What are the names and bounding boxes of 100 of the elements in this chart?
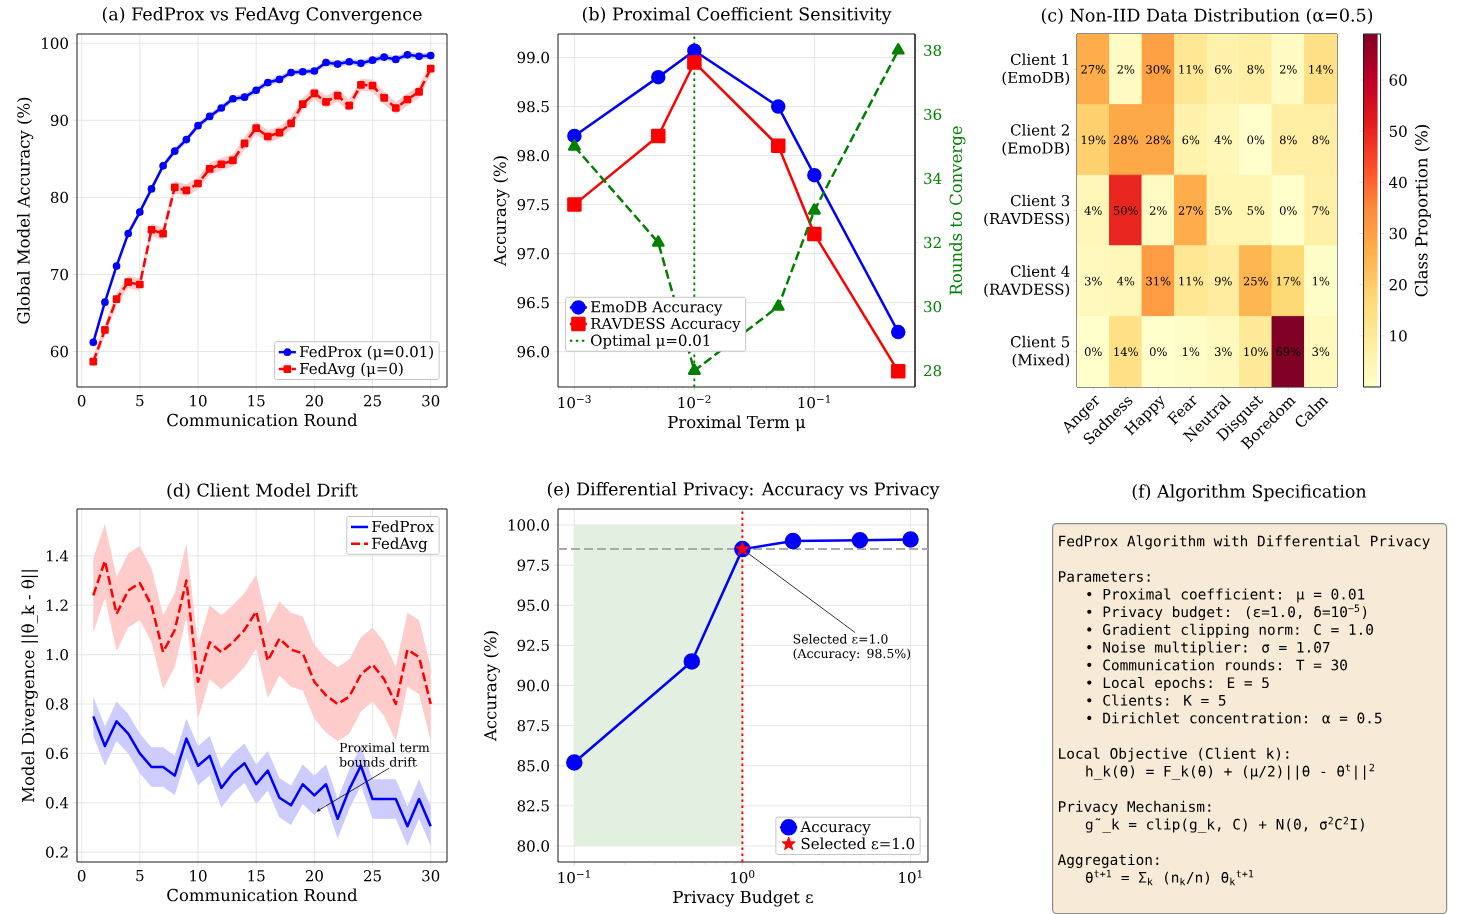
x-tick-label: 10$^{−3}$ xyxy=(558,395,591,409)
y2-tick-label: 38 xyxy=(924,44,942,57)
data-label: 3% xyxy=(1312,347,1330,357)
legend-label: FedProx xyxy=(372,520,434,533)
y2-tick-label: 34 xyxy=(924,172,942,185)
y-tick-label: Client 2 (EmoDB) xyxy=(1002,124,1070,156)
y-tick-label: 0.4 xyxy=(46,797,69,809)
y-tick-label: 80.0 xyxy=(517,840,549,852)
chart-title: (b) Proximal Coefficient Sensitivity xyxy=(582,7,892,25)
y-tick-label: 98.5 xyxy=(517,100,549,113)
x-tick-label: 15 xyxy=(248,395,265,407)
ref-line-label: Optimal μ=0.01 xyxy=(591,334,710,349)
data-label: 4% xyxy=(1214,135,1232,145)
text: • Privacy budget: (ε=1.0, δ=10$^{−5}$) xyxy=(1087,604,1367,621)
data-label: 9% xyxy=(1214,276,1232,286)
data-label: 2% xyxy=(1149,206,1167,215)
annotation: Selected ε=1.0 (Accuracy: 98.5%) xyxy=(793,633,911,661)
x-tick-label: 25 xyxy=(364,395,381,407)
x-tick-label: 20 xyxy=(305,870,323,882)
data-label: 4% xyxy=(1117,276,1135,286)
color-bar-label: 40 xyxy=(1389,176,1407,189)
x-tick-label: 10 xyxy=(190,395,207,407)
y2-axis-title: Rounds to Converge xyxy=(949,126,966,295)
y-tick-label: 0.2 xyxy=(46,846,68,858)
y-tick-label: 1.0 xyxy=(46,648,68,661)
legend-label: EmoDB Accuracy xyxy=(591,301,723,316)
y-tick-label: 97.0 xyxy=(517,247,549,260)
y-tick-label: 97.5 xyxy=(517,198,549,211)
data-label: 8% xyxy=(1279,135,1297,145)
y-axis-title: Accuracy (%) xyxy=(493,156,510,267)
y-tick-label: 80 xyxy=(50,191,68,204)
data-label: 2% xyxy=(1117,64,1135,74)
x-tick-label: 5 xyxy=(136,870,144,882)
data-label: 0% xyxy=(1247,135,1265,145)
y-tick-label: 1.2 xyxy=(46,599,68,611)
y-tick-label: Client 3 (RAVDESS) xyxy=(984,194,1070,227)
data-label: 50% xyxy=(1113,206,1138,215)
data-label: 4% xyxy=(1084,206,1102,215)
text: (f) Algorithm Specification xyxy=(1132,484,1367,502)
color-bar-label: 20 xyxy=(1389,279,1407,291)
data-label: 30% xyxy=(1146,64,1171,74)
data-label: 0% xyxy=(1279,206,1297,215)
text: • Proximal coefficient: μ = 0.01 xyxy=(1087,588,1365,603)
data-label: 0% xyxy=(1084,347,1102,357)
text: Privacy Mechanism: xyxy=(1058,800,1211,815)
data-label: 10% xyxy=(1244,347,1268,357)
text: • Communication rounds: T = 30 xyxy=(1087,659,1347,671)
legend-label: Accuracy xyxy=(800,821,871,836)
y-tick-label: 70 xyxy=(51,268,68,281)
data-label: 31% xyxy=(1146,276,1171,286)
x-axis-title: Privacy Budget ε xyxy=(673,890,813,907)
data-label: 6% xyxy=(1182,135,1200,145)
x-axis-title: Communication Round xyxy=(167,413,358,427)
x-tick-label: 10 xyxy=(190,870,207,882)
color-bar-title: Class Proportion (%) xyxy=(1414,125,1431,297)
chart-title: (d) Client Model Drift xyxy=(167,483,358,500)
x-tick-label: 20 xyxy=(305,395,323,407)
y-tick-label: 90 xyxy=(50,114,68,126)
legend-label: FedAvg (μ=0) xyxy=(299,362,403,378)
text: Aggregation: xyxy=(1057,853,1159,868)
chart-title: (c) Non-IID Data Distribution (α=0.5) xyxy=(1041,8,1373,25)
y-tick-label: Client 1 (EmoDB) xyxy=(1002,53,1070,86)
text: h_k(θ) = F_k(θ) + (μ/2)||θ - θ$^{t}$||$^{2}$ xyxy=(1086,763,1375,780)
text: • Dirichlet concentration: α = 0.5 xyxy=(1087,712,1382,724)
color-bar-label: 60 xyxy=(1389,74,1407,86)
annotation: Proximal term bounds drift xyxy=(339,742,430,767)
y-tick-label: 60 xyxy=(50,345,68,358)
x-tick-label: 0 xyxy=(77,870,86,882)
x-tick-label: 10$^{−1}$ xyxy=(558,870,590,884)
x-tick-label: 10$^{0}$ xyxy=(731,870,755,884)
y2-tick-label: 30 xyxy=(924,300,942,313)
y2-tick-label: 32 xyxy=(924,236,941,249)
color-bar-label: 10 xyxy=(1390,330,1407,342)
data-label: 11% xyxy=(1179,64,1203,74)
data-label: 5% xyxy=(1215,206,1232,215)
y-tick-label: Client 5 (Mixed) xyxy=(1010,335,1070,368)
x-tick-label: 5 xyxy=(136,395,144,407)
legend-label: Selected ε=1.0 xyxy=(801,837,915,850)
x-tick-label: 10$^{−1}$ xyxy=(798,395,830,409)
y-tick-label: 100.0 xyxy=(508,519,549,531)
y-tick-label: 87.5 xyxy=(517,719,549,732)
y-tick-label: 0.6 xyxy=(46,747,68,760)
x-tick-label: 15 xyxy=(248,870,265,882)
data-label: 8% xyxy=(1247,64,1265,74)
color-bar-label: 50 xyxy=(1389,125,1407,137)
data-label: 27% xyxy=(1178,206,1203,215)
data-label: 8% xyxy=(1312,135,1330,145)
data-label: 69% xyxy=(1276,347,1301,357)
data-label: 6% xyxy=(1214,64,1232,74)
y-axis-title: Model Divergence ||θ_k - θ|| xyxy=(21,570,38,803)
data-label: 7% xyxy=(1312,206,1330,215)
x-tick-label: 10$^{−2}$ xyxy=(678,395,711,409)
data-label: 3% xyxy=(1085,276,1102,286)
chart-title: (e) Differential Privacy: Accuracy vs Privacy xyxy=(547,482,940,500)
text: • Gradient clipping norm: C = 1.0 xyxy=(1087,623,1373,638)
data-label: 11% xyxy=(1179,276,1203,286)
data-label: 28% xyxy=(1113,135,1138,145)
y-axis-title: Accuracy (%) xyxy=(483,631,500,742)
x-axis-title: Communication Round xyxy=(167,888,358,902)
data-label: 1% xyxy=(1313,276,1330,286)
